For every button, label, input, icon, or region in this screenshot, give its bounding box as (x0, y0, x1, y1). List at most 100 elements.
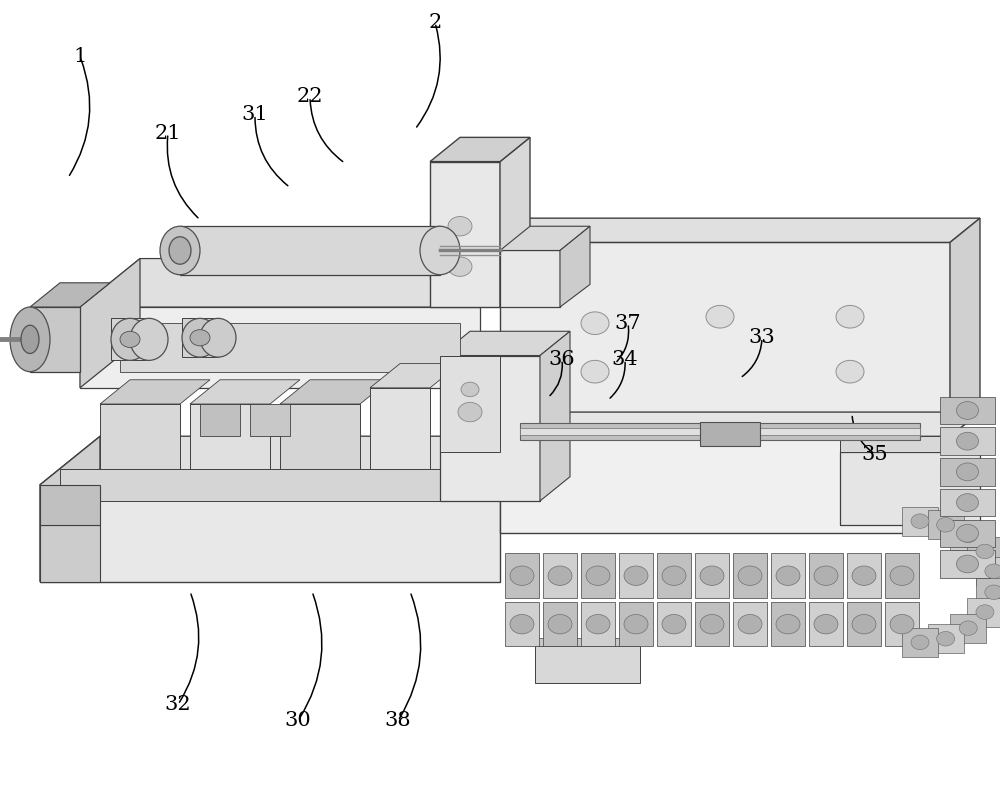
Polygon shape (40, 485, 500, 582)
Circle shape (776, 614, 800, 633)
Ellipse shape (160, 226, 200, 275)
Circle shape (814, 566, 838, 585)
Bar (520, 428, 920, 435)
Polygon shape (500, 250, 560, 307)
Polygon shape (40, 436, 100, 582)
Polygon shape (500, 412, 980, 436)
Circle shape (937, 631, 955, 646)
Polygon shape (430, 137, 530, 162)
Polygon shape (940, 397, 995, 424)
Polygon shape (619, 602, 653, 646)
Circle shape (706, 305, 734, 328)
Bar (700, 422, 760, 446)
Ellipse shape (169, 237, 191, 264)
Polygon shape (560, 226, 590, 307)
Circle shape (448, 217, 472, 236)
Circle shape (548, 614, 572, 633)
Circle shape (120, 331, 140, 347)
Circle shape (890, 614, 914, 633)
Polygon shape (657, 553, 691, 598)
Polygon shape (40, 485, 100, 525)
Circle shape (911, 635, 929, 650)
Circle shape (956, 555, 978, 573)
Text: 35: 35 (862, 444, 888, 464)
Circle shape (959, 621, 977, 635)
Polygon shape (111, 318, 149, 360)
Polygon shape (430, 200, 530, 222)
Polygon shape (280, 380, 390, 404)
Polygon shape (80, 259, 140, 388)
Text: 37: 37 (615, 314, 641, 333)
Ellipse shape (111, 318, 149, 360)
Polygon shape (619, 553, 653, 598)
Polygon shape (847, 553, 881, 598)
Polygon shape (950, 218, 980, 436)
Circle shape (776, 566, 800, 585)
Ellipse shape (420, 226, 460, 275)
Polygon shape (902, 507, 938, 536)
Text: 30: 30 (285, 711, 311, 730)
Text: 31: 31 (242, 105, 268, 124)
Circle shape (448, 257, 472, 276)
Circle shape (738, 614, 762, 633)
Polygon shape (505, 553, 539, 598)
Polygon shape (695, 553, 729, 598)
Circle shape (700, 614, 724, 633)
Polygon shape (100, 380, 210, 404)
Text: 33: 33 (749, 328, 775, 347)
Polygon shape (540, 331, 570, 501)
Polygon shape (190, 404, 270, 469)
Polygon shape (500, 436, 950, 533)
Polygon shape (190, 380, 300, 404)
Polygon shape (885, 553, 919, 598)
Text: 36: 36 (549, 350, 575, 369)
Polygon shape (535, 638, 640, 646)
Polygon shape (902, 628, 938, 657)
Circle shape (985, 585, 1000, 600)
Text: 38: 38 (385, 711, 411, 730)
Polygon shape (950, 613, 986, 642)
Circle shape (959, 528, 977, 543)
Circle shape (836, 360, 864, 383)
Polygon shape (440, 356, 540, 501)
Polygon shape (40, 436, 560, 485)
Polygon shape (581, 553, 615, 598)
Polygon shape (940, 427, 995, 455)
Ellipse shape (10, 307, 50, 372)
Polygon shape (500, 242, 950, 436)
Polygon shape (30, 283, 110, 307)
Polygon shape (440, 331, 570, 356)
Polygon shape (40, 525, 100, 582)
Circle shape (461, 382, 479, 397)
Circle shape (662, 566, 686, 585)
Text: 34: 34 (612, 350, 638, 369)
Circle shape (836, 305, 864, 328)
Polygon shape (370, 364, 460, 388)
Polygon shape (976, 557, 1000, 586)
Circle shape (581, 360, 609, 383)
Polygon shape (250, 404, 290, 436)
Text: 39: 39 (474, 364, 500, 383)
Polygon shape (809, 602, 843, 646)
Circle shape (700, 566, 724, 585)
Circle shape (624, 566, 648, 585)
Text: 1: 1 (73, 47, 87, 66)
Polygon shape (30, 307, 80, 372)
Polygon shape (581, 602, 615, 646)
Polygon shape (180, 226, 440, 275)
Polygon shape (543, 602, 577, 646)
Circle shape (976, 545, 994, 559)
Polygon shape (120, 323, 460, 372)
Circle shape (624, 614, 648, 633)
Circle shape (586, 566, 610, 585)
Polygon shape (370, 388, 430, 469)
Polygon shape (440, 356, 500, 452)
Polygon shape (809, 553, 843, 598)
Text: 22: 22 (297, 87, 323, 107)
Polygon shape (840, 436, 980, 452)
Polygon shape (950, 521, 986, 550)
Polygon shape (430, 162, 500, 307)
Polygon shape (928, 511, 964, 540)
Polygon shape (885, 602, 919, 646)
Ellipse shape (130, 318, 168, 360)
